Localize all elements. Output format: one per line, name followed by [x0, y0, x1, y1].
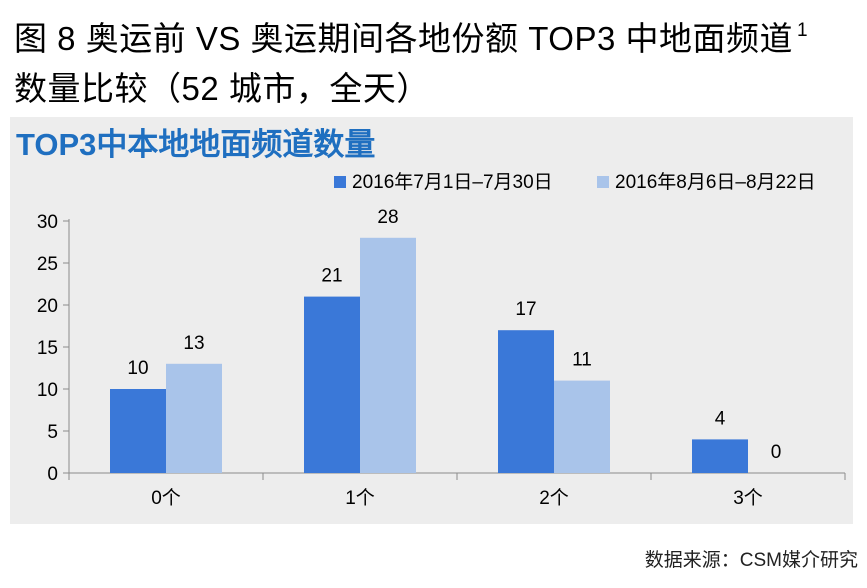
page-title-line1: 图 8 奥运前 VS 奥运期间各地份额 TOP3 中地面频道: [14, 20, 793, 57]
category-label: 3个: [733, 487, 763, 509]
data-label: 17: [515, 299, 536, 320]
legend-label-2: 2016年8月6日–8月22日: [615, 171, 816, 193]
data-label: 11: [572, 350, 592, 371]
y-tick-label: 25: [37, 254, 58, 275]
bar-series2-1: [166, 363, 222, 473]
bar-series1-3: [498, 330, 554, 473]
data-label: 13: [183, 333, 204, 354]
chart-legend: 2016年7月1日–7月30日 2016年8月6日–8月22日: [334, 171, 816, 193]
bar-series2-2: [360, 237, 416, 473]
bar-chart: TOP3中本地地面频道数量 2016年7月1日–7月30日 2016年8月6日–8…: [16, 127, 846, 509]
legend-swatch-1: [334, 176, 346, 188]
y-tick-label: 15: [37, 338, 58, 359]
data-label: 4: [715, 408, 726, 429]
y-tick-label: 5: [47, 422, 58, 443]
y-tick-label: 10: [37, 380, 58, 401]
data-label: 28: [377, 207, 398, 228]
title-footnote-marker: 1: [796, 20, 809, 41]
source-note: 数据来源：CSM媒介研究: [644, 550, 858, 571]
category-label: 1个: [345, 487, 375, 509]
page-title-line2: 数量比较（52 城市，全天）: [14, 70, 430, 107]
bar-series1-1: [110, 389, 166, 473]
legend-swatch-2: [597, 176, 609, 188]
category-label: 0个: [151, 487, 181, 509]
category-label: 2个: [539, 487, 569, 509]
page-title: 图 8 奥运前 VS 奥运期间各地份额 TOP3 中地面频道 1 数量比较（52 …: [14, 6, 859, 114]
data-label: 10: [127, 358, 148, 379]
data-label: 0: [771, 442, 782, 463]
data-label: 21: [321, 266, 342, 287]
y-tick-label: 30: [37, 212, 58, 233]
y-tick-label: 0: [47, 464, 58, 485]
bar-series2-3: [554, 380, 610, 473]
chart-panel: TOP3中本地地面频道数量 2016年7月1日–7月30日 2016年8月6日–8…: [10, 117, 853, 524]
chart-title: TOP3中本地地面频道数量: [16, 127, 375, 162]
y-tick-label: 20: [37, 296, 58, 317]
legend-label-1: 2016年7月1日–7月30日: [352, 171, 553, 193]
bar-series1-4: [692, 439, 748, 473]
chart-bars: 10 13 21 28 17 11 4 0: [110, 207, 781, 473]
bar-series1-2: [304, 296, 360, 473]
chart-axes: 0 5 10 15 20 25 30 0个 1个 2个 3个: [37, 212, 846, 509]
